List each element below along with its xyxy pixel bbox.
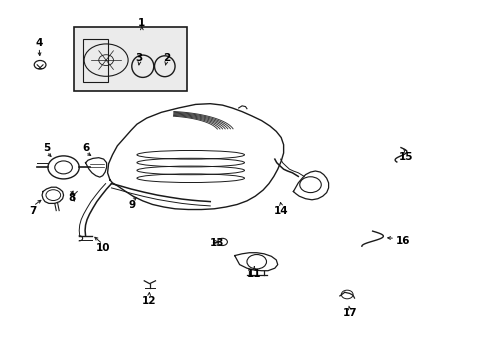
Text: 14: 14	[273, 206, 288, 216]
Text: 6: 6	[82, 143, 89, 153]
Text: 3: 3	[136, 53, 142, 63]
Bar	[74, 27, 186, 91]
Text: 2: 2	[163, 53, 169, 63]
Text: 12: 12	[142, 296, 156, 306]
Text: 7: 7	[29, 206, 37, 216]
Text: 15: 15	[398, 152, 412, 162]
Text: 10: 10	[95, 243, 110, 253]
Text: 4: 4	[35, 38, 43, 48]
Text: 9: 9	[128, 200, 135, 210]
Text: 16: 16	[395, 236, 410, 246]
Text: 1: 1	[138, 18, 145, 28]
Text: 13: 13	[210, 238, 224, 248]
Bar	[82, 39, 108, 82]
Text: 5: 5	[43, 143, 50, 153]
Text: 11: 11	[246, 269, 261, 279]
Text: 8: 8	[69, 193, 76, 203]
Text: 17: 17	[342, 308, 356, 318]
